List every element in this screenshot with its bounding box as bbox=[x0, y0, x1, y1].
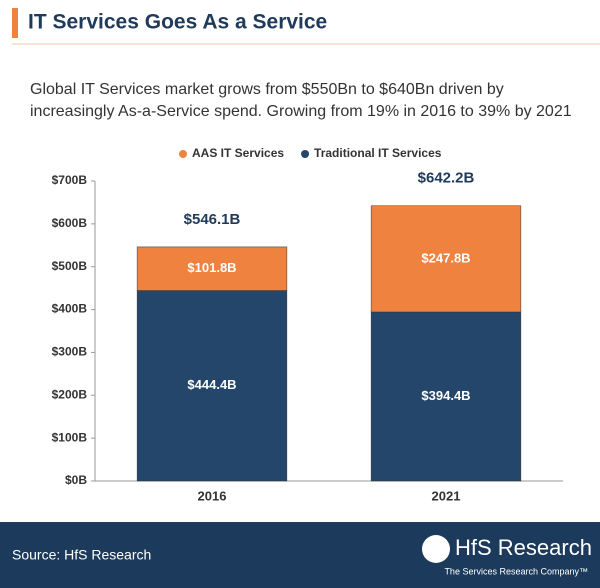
total-label: $546.1B bbox=[184, 211, 241, 228]
bar-segment bbox=[136, 290, 288, 482]
bar-segment bbox=[136, 246, 288, 291]
value-label: $394.4B bbox=[421, 388, 470, 403]
y-tick-label: $600B bbox=[52, 216, 88, 230]
y-tick-label: $700B bbox=[52, 173, 88, 187]
y-tick-label: $200B bbox=[52, 387, 88, 401]
legend-label: Traditional IT Services bbox=[314, 146, 442, 160]
subtitle: Global IT Services market grows from $55… bbox=[30, 81, 504, 98]
subtitle: increasingly As-a-Service spend. Growing… bbox=[30, 103, 572, 120]
logo-icon bbox=[422, 535, 450, 563]
footer-band bbox=[0, 522, 600, 588]
legend-label: AAS IT Services bbox=[192, 146, 284, 160]
value-label: $101.8B bbox=[187, 260, 236, 275]
source: Source: HfS Research bbox=[12, 547, 151, 563]
x-tick-label: 2021 bbox=[432, 488, 461, 503]
logo: HfS Research bbox=[455, 535, 592, 560]
y-tick-label: $500B bbox=[52, 259, 88, 273]
value-label: $444.4B bbox=[187, 377, 236, 392]
legend-swatch bbox=[301, 150, 310, 158]
chart-title: IT Services Goes As a Service bbox=[28, 11, 327, 34]
y-tick-label: $0B bbox=[65, 473, 87, 487]
total-label: $642.2B bbox=[418, 170, 475, 187]
title-accent bbox=[12, 8, 18, 38]
value-label: $247.8B bbox=[421, 250, 470, 265]
x-tick-label: 2016 bbox=[198, 488, 227, 503]
legend-swatch bbox=[179, 150, 187, 158]
y-tick-label: $300B bbox=[52, 345, 88, 359]
bar-segment bbox=[370, 205, 522, 313]
y-tick-label: $100B bbox=[52, 430, 88, 444]
tagline: The Services Research Company™ bbox=[444, 566, 588, 576]
bar-segment bbox=[370, 311, 522, 482]
y-tick-label: $400B bbox=[52, 302, 88, 316]
